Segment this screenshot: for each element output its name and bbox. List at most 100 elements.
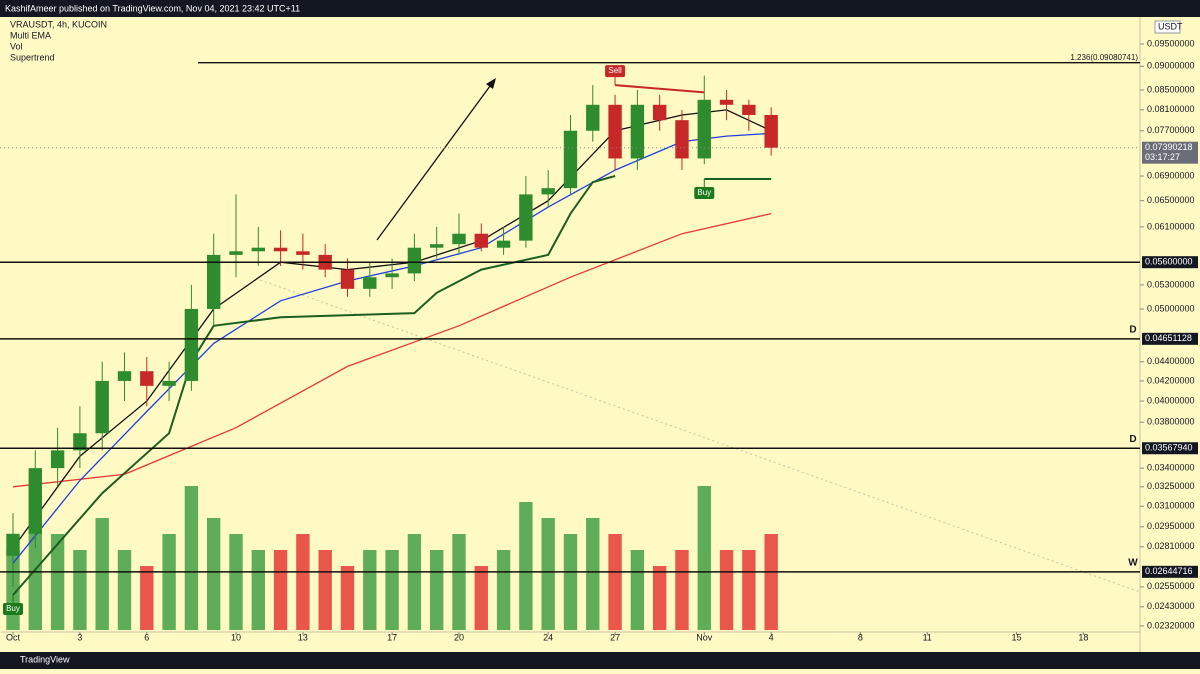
y-tick-label: 0.05000000 <box>1147 303 1195 313</box>
y-tick-label: 0.05300000 <box>1147 279 1195 289</box>
level-label: 0.05600000 <box>1145 257 1193 267</box>
publisher: KashifAmeer published on TradingView.com… <box>5 3 300 13</box>
candle-body <box>563 130 578 189</box>
candle-body <box>28 468 42 534</box>
ema-line <box>12 212 772 488</box>
volume-bar <box>340 566 355 630</box>
level-box <box>1142 332 1198 345</box>
x-tick-label: 10 <box>231 632 241 642</box>
candle-body <box>652 104 667 121</box>
volume-bar <box>273 550 288 630</box>
volume-bar <box>429 550 444 630</box>
currency-box <box>1154 20 1181 34</box>
y-tick-label: 0.03800000 <box>1147 417 1195 427</box>
y-tick-label: 0.04200000 <box>1147 375 1195 385</box>
volume-bar <box>675 550 689 630</box>
candle-body <box>496 240 511 248</box>
countdown: 03:17:27 <box>1145 152 1180 162</box>
y-tick-label: 0.03250000 <box>1147 481 1195 491</box>
volume-bar <box>697 486 711 630</box>
volume-bar <box>162 534 176 630</box>
last-price-box <box>1142 141 1198 164</box>
volume-bar <box>95 518 109 630</box>
x-tick-label: 27 <box>610 632 620 642</box>
y-tick-label: 0.08100000 <box>1147 104 1195 114</box>
level-tag: D <box>1129 434 1136 445</box>
indicator: Supertrend <box>10 52 55 62</box>
y-tick-label: 0.07700000 <box>1147 125 1195 135</box>
candle-body <box>385 273 399 278</box>
candle-body <box>207 254 221 309</box>
x-tick-label: 18 <box>1078 632 1088 642</box>
candle-body <box>675 120 689 159</box>
x-tick-label: 11 <box>923 632 932 642</box>
y-tick-label: 0.03400000 <box>1147 463 1195 473</box>
volume-bar <box>452 534 466 630</box>
candle-body <box>697 99 711 159</box>
y-tick-label: 0.09500000 <box>1147 38 1195 48</box>
volume-bar <box>363 550 377 630</box>
volume-bar <box>207 518 221 630</box>
candle-body <box>519 194 533 241</box>
volume-bar <box>519 502 533 630</box>
candle-body <box>6 533 20 556</box>
candle-body <box>340 269 355 289</box>
volume-bar <box>742 550 756 630</box>
x-tick-label: 17 <box>387 632 397 642</box>
supertrend-line <box>615 84 705 94</box>
candle-body <box>184 308 199 381</box>
candle-body <box>117 371 132 381</box>
y-tick-label: 0.02320000 <box>1147 620 1195 630</box>
indicator: Vol <box>10 41 23 51</box>
x-tick-label: 4 <box>769 632 774 642</box>
candle-body <box>608 104 622 159</box>
volume-bar <box>541 518 555 630</box>
y-tick-label: 0.02550000 <box>1147 581 1195 591</box>
volume-bar <box>563 534 578 630</box>
x-tick-label: 24 <box>543 632 553 642</box>
indicator: Multi EMA <box>10 30 51 40</box>
volume-bar <box>318 550 332 630</box>
x-tick-label: Nov <box>696 632 713 642</box>
candle-body <box>719 99 734 105</box>
brand: TradingView <box>20 654 70 664</box>
candle-body <box>73 433 87 451</box>
volume-bar <box>630 550 645 630</box>
y-tick-label: 0.04000000 <box>1147 395 1195 405</box>
y-tick-label: 0.06900000 <box>1147 170 1195 180</box>
level-label: 0.04651128 <box>1145 333 1192 343</box>
volume-bar <box>73 550 87 630</box>
candle-body <box>630 104 645 159</box>
y-tick-label: 0.06500000 <box>1147 195 1195 205</box>
volume-bar <box>407 534 422 630</box>
volume-bar <box>50 534 65 630</box>
candle-body <box>229 251 243 255</box>
y-tick-label: 0.06100000 <box>1147 221 1195 231</box>
candle-body <box>50 450 65 469</box>
y-tick-label: 0.02810000 <box>1147 541 1195 551</box>
volume-bar <box>184 486 199 630</box>
level-box <box>1142 442 1198 455</box>
arrow-head <box>486 78 496 89</box>
currency: USDT <box>1158 21 1183 31</box>
level-tag: W <box>1128 557 1138 568</box>
x-tick-label: Oct <box>6 632 21 642</box>
y-tick-label: 0.08500000 <box>1147 84 1195 94</box>
volume-bar <box>140 566 154 630</box>
signal-label: Sell <box>608 66 622 75</box>
level-box <box>1142 565 1198 578</box>
y-tick-label: 0.04400000 <box>1147 356 1195 366</box>
volume-bar <box>251 550 265 630</box>
signal-box <box>694 187 715 200</box>
candle-body <box>95 380 109 434</box>
y-tick-label: 0.03100000 <box>1147 501 1195 511</box>
candle-body <box>452 233 466 245</box>
fib-label: 1.236(0.09080741) <box>1070 53 1138 62</box>
volume-bar <box>586 518 600 630</box>
bottom-bar <box>0 652 1200 669</box>
volume-bar <box>117 550 132 630</box>
candle-body <box>251 247 265 252</box>
y-tick-label: 0.02430000 <box>1147 601 1195 611</box>
candle-body <box>273 247 288 252</box>
